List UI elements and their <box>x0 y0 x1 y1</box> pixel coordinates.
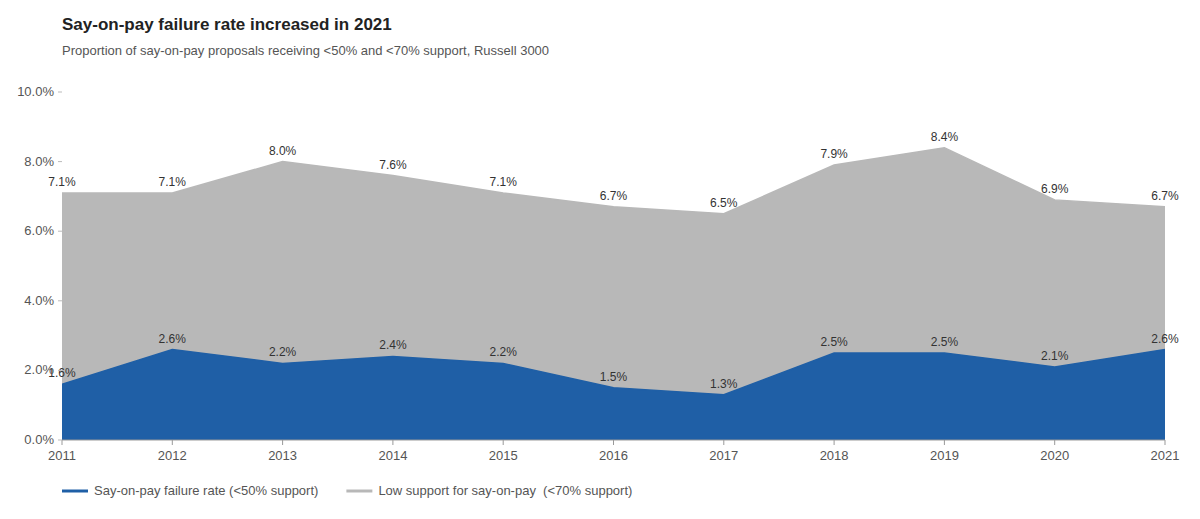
y-tick-label: 6.0% <box>24 223 54 238</box>
x-tick-label: 2012 <box>158 448 187 463</box>
y-tick <box>58 370 62 371</box>
x-tick <box>392 440 393 445</box>
line <box>62 148 1165 214</box>
data-label: 2.6% <box>159 332 187 346</box>
data-label: 7.9% <box>820 147 848 161</box>
x-tick <box>503 440 504 445</box>
x-tick <box>723 440 724 445</box>
title: Say-on-pay failure rate increased in 202… <box>62 15 392 34</box>
y-tick-label: 4.0% <box>24 293 54 308</box>
chart: Say-on-pay failure rate increased in 202… <box>0 0 1200 519</box>
x-tick <box>834 440 835 445</box>
x-tick <box>1054 440 1055 445</box>
data-label: 7.6% <box>379 158 407 172</box>
plot-area <box>62 148 1165 440</box>
legend: Say-on-pay failure rate (<50% support) Lo… <box>62 483 632 498</box>
legend-label: Say-on-pay failure rate (<50% support) <box>94 483 318 498</box>
line <box>62 350 1165 395</box>
data-label: 6.7% <box>600 189 628 203</box>
legend-label: Low support for say-on-pay (<70% support… <box>378 483 632 498</box>
y-tick-label: 0.0% <box>24 432 54 447</box>
y-tick <box>58 92 62 93</box>
y-tick-label: 10.0% <box>17 84 54 99</box>
x-tick <box>944 440 945 445</box>
y-tick-label: 8.0% <box>24 154 54 169</box>
data-label: 1.3% <box>710 377 738 391</box>
data-label: 2.1% <box>1041 349 1069 363</box>
data-label: 7.1% <box>159 175 187 189</box>
y-tick <box>58 231 62 232</box>
x-tick-label: 2014 <box>378 448 407 463</box>
x-tick-label: 2021 <box>1151 448 1180 463</box>
area <box>62 350 1165 440</box>
x-tick-label: 2019 <box>930 448 959 463</box>
x-tick-label: 2017 <box>709 448 738 463</box>
data-label: 2.4% <box>379 338 407 352</box>
data-label: 6.7% <box>1151 189 1179 203</box>
x-tick-label: 2020 <box>1040 448 1069 463</box>
data-label: 2.5% <box>820 335 848 349</box>
data-label: 8.4% <box>931 130 959 144</box>
data-label: 2.2% <box>269 345 297 359</box>
y-tick <box>58 300 62 301</box>
area <box>62 148 1165 440</box>
x-tick-label: 2013 <box>268 448 297 463</box>
data-label: 2.6% <box>1151 332 1179 346</box>
data-label: 7.1% <box>490 175 518 189</box>
data-label: 6.9% <box>1041 182 1069 196</box>
data-label: 2.2% <box>490 345 518 359</box>
x-tick <box>62 440 63 445</box>
y-tick <box>58 440 62 441</box>
legend-swatch <box>346 490 372 493</box>
data-label: 6.5% <box>710 196 738 210</box>
subtitle: Proportion of say-on-pay proposals recei… <box>62 43 549 58</box>
y-tick <box>58 161 62 162</box>
data-label: 7.1% <box>48 175 76 189</box>
x-tick-label: 2015 <box>489 448 518 463</box>
data-label: 1.5% <box>600 370 628 384</box>
x-tick <box>613 440 614 445</box>
x-tick-label: 2016 <box>599 448 628 463</box>
x-tick <box>282 440 283 445</box>
x-tick <box>172 440 173 445</box>
data-label: 2.5% <box>931 335 959 349</box>
x-tick-label: 2011 <box>48 448 76 463</box>
x-tick-label: 2018 <box>820 448 849 463</box>
data-label: 8.0% <box>269 144 297 158</box>
legend-swatch <box>62 490 88 493</box>
x-tick <box>1165 440 1166 445</box>
page: {"chart_data": { "type": "area", "title"… <box>0 0 1200 519</box>
y-tick-label: 2.0% <box>24 362 54 377</box>
